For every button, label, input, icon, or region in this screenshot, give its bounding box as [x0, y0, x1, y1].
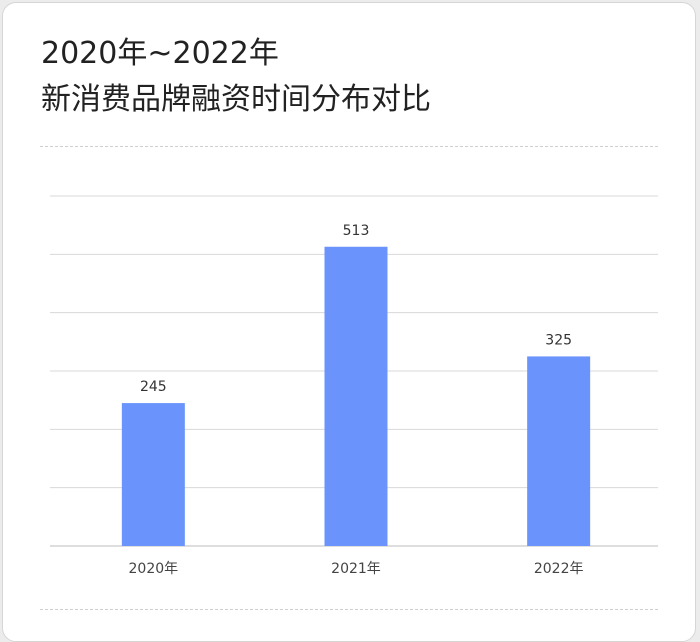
x-tick-labels: 2020年 2021年 2022年	[129, 561, 584, 577]
bar-chart: 245 513 325 2020年 2021年 2022年	[50, 195, 658, 577]
value-label: 513	[343, 223, 370, 239]
bottom-divider	[40, 609, 658, 610]
value-label: 245	[140, 379, 167, 395]
value-label: 325	[545, 332, 572, 348]
chart-title-line2: 新消费品牌融资时间分布对比	[41, 82, 431, 117]
bar-2020年	[121, 403, 185, 546]
bar-2022年	[527, 356, 591, 546]
x-tick-label: 2020年	[129, 561, 179, 577]
bar-2021年	[324, 246, 388, 546]
value-labels: 245 513 325	[140, 223, 572, 395]
top-divider	[40, 146, 658, 147]
x-tick-label: 2021年	[331, 561, 381, 577]
chart-title: 2020年~2022年 新消费品牌融资时间分布对比	[41, 31, 431, 123]
bars	[121, 246, 591, 546]
x-tick-label: 2022年	[534, 561, 584, 577]
chart-title-line1: 2020年~2022年	[41, 36, 279, 71]
